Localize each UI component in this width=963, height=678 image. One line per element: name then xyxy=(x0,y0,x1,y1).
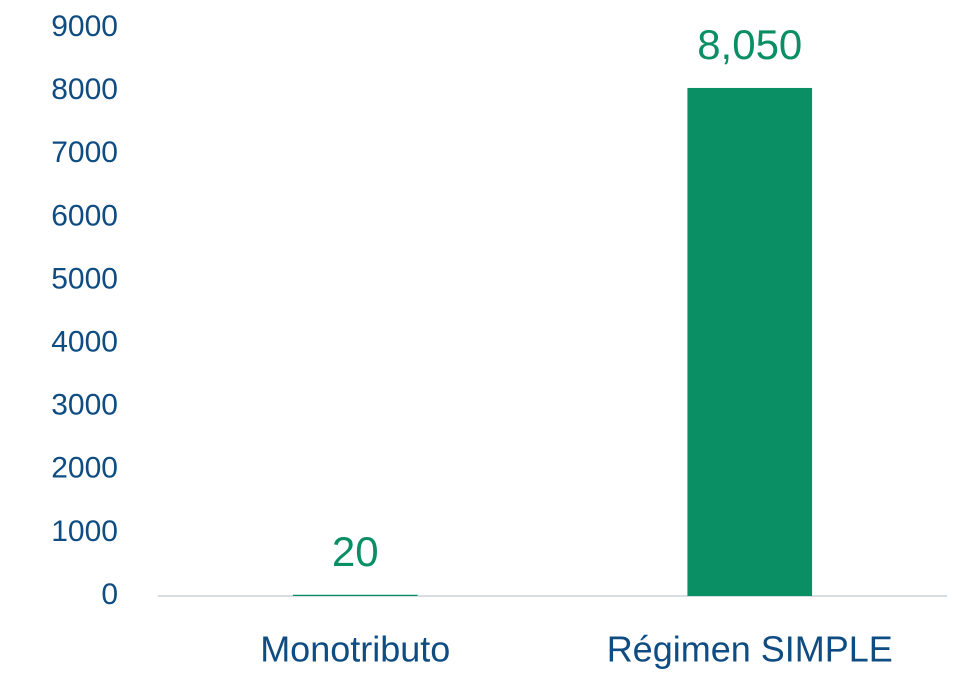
y-tick-label: 2000 xyxy=(51,452,118,485)
y-tick-label: 3000 xyxy=(51,389,118,422)
bar xyxy=(687,87,813,596)
x-tick-label: Monotributo xyxy=(260,629,450,670)
y-tick-label: 7000 xyxy=(51,136,118,169)
y-tick-label: 8000 xyxy=(51,73,118,106)
value-label: 8,050 xyxy=(697,21,802,68)
y-tick-label: 1000 xyxy=(51,515,118,548)
x-tick-label: Régimen SIMPLE xyxy=(607,629,893,670)
y-tick-label: 5000 xyxy=(51,262,118,295)
y-tick-label: 0 xyxy=(101,578,118,611)
y-tick-label: 9000 xyxy=(51,10,118,43)
y-tick-label: 6000 xyxy=(51,199,118,232)
value-label: 20 xyxy=(332,528,379,575)
bar xyxy=(292,594,418,596)
y-tick-label: 4000 xyxy=(51,325,118,358)
